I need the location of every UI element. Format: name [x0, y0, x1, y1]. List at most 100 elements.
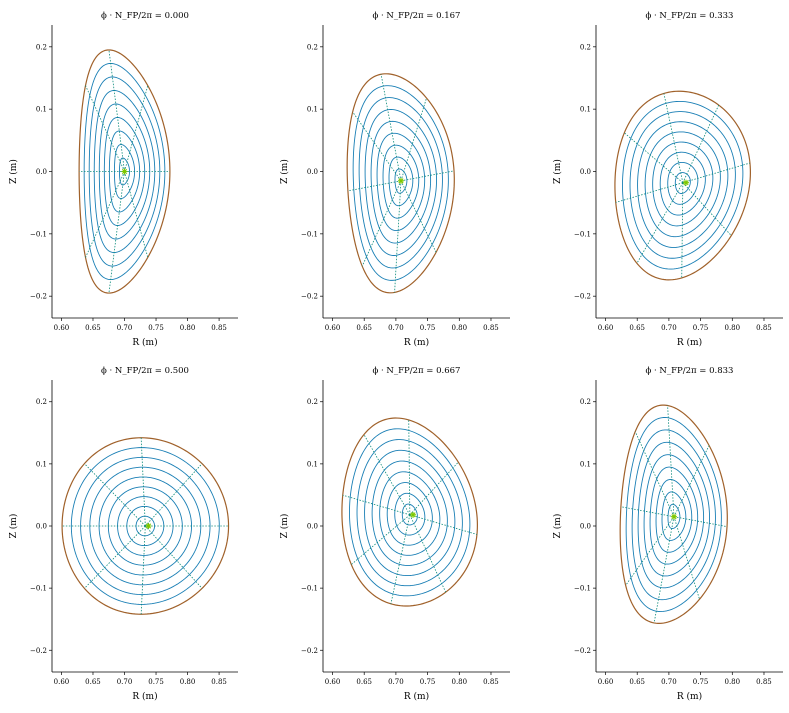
x-tick-label: 0.65 [356, 678, 372, 686]
x-tick-label: 0.80 [451, 678, 467, 686]
poloidal-line [108, 171, 125, 294]
flux-surface [352, 85, 449, 281]
x-tick-label: 0.60 [598, 678, 614, 686]
x-tick-label: 0.80 [451, 324, 467, 332]
flux-surface [659, 151, 706, 216]
poloidal-line [140, 525, 146, 615]
poloidal-line [361, 180, 402, 267]
flux-surface [70, 447, 220, 605]
boundary-curve [619, 404, 728, 624]
x-tick-label: 0.80 [180, 324, 196, 332]
poloidal-line [624, 132, 684, 184]
x-tick-label: 0.75 [420, 324, 436, 332]
poloidal-line [84, 463, 146, 527]
poloidal-line [673, 445, 710, 517]
poloidal-line [682, 182, 732, 236]
y-tick-label: 0.2 [36, 398, 47, 406]
y-tick-label: 0.1 [307, 460, 318, 468]
magnetic-axis-marker [670, 513, 677, 520]
x-tick-label: 0.75 [148, 324, 164, 332]
y-tick-label: 0.2 [580, 398, 591, 406]
flux-surface [358, 97, 443, 269]
poloidal-line [408, 419, 411, 515]
poloidal-line [620, 506, 675, 518]
magnetic-axis-marker [410, 511, 417, 518]
x-tick-label: 0.75 [693, 324, 709, 332]
magnetic-axis-marker [397, 177, 404, 184]
y-tick-label: 0.0 [580, 168, 591, 176]
flux-surface [674, 172, 691, 194]
y-tick-label: 0.1 [36, 460, 47, 468]
poloidal-line [363, 434, 411, 516]
subplot-title: ϕ · N_FP/2π = 0.500 [101, 366, 189, 376]
subplot-title: ϕ · N_FP/2π = 0.000 [101, 11, 189, 21]
poloidal-line [394, 180, 402, 293]
y-tick-label: 0.2 [307, 398, 318, 406]
x-tick-label: 0.80 [724, 678, 740, 686]
poloidal-line [615, 182, 683, 203]
x-axis-label: R (m) [677, 337, 702, 348]
flux-surface [637, 441, 710, 589]
flux-surface [80, 456, 211, 596]
poloidal-line [351, 514, 411, 565]
subplot-title: ϕ · N_FP/2π = 0.167 [373, 11, 461, 21]
poloidal-line [352, 111, 402, 182]
x-tick-label: 0.85 [483, 324, 499, 332]
x-tick-label: 0.65 [85, 324, 101, 332]
poloidal-line [84, 525, 146, 589]
flux-surface [371, 460, 448, 566]
poloidal-line [636, 182, 684, 264]
y-tick-label: 0.0 [580, 523, 591, 531]
subplot-title: ϕ · N_FP/2π = 0.667 [373, 366, 461, 376]
x-tick-label: 0.65 [85, 678, 101, 686]
magnetic-axis-marker [145, 523, 152, 529]
flux-surface [401, 503, 418, 526]
subplot-4: ϕ · N_FP/2π = 0.500 0.60 0.65 0.70 0.75 0.80 0… [8, 366, 238, 702]
subplot-title: ϕ · N_FP/2π = 0.333 [646, 11, 734, 21]
y-tick-label: 0.2 [580, 43, 591, 51]
flux-surface [364, 449, 456, 577]
flux-surface [370, 120, 432, 244]
x-tick-label: 0.85 [211, 678, 227, 686]
poloidal-line [681, 182, 684, 278]
y-tick-label: −0.1 [30, 585, 47, 593]
y-axis-label: Z (m) [552, 159, 563, 184]
x-tick-label: 0.60 [598, 324, 614, 332]
poloidal-line [400, 180, 437, 253]
x-tick-label: 0.60 [54, 678, 70, 686]
flux-surface [661, 491, 687, 541]
boundary-curve [341, 417, 479, 607]
poloidal-line [400, 97, 427, 181]
poloidal-line [625, 516, 675, 586]
y-tick-label: 0.1 [580, 460, 591, 468]
flux-surface [349, 428, 471, 597]
y-axis-label: Z (m) [8, 159, 19, 184]
x-axis-label: R (m) [404, 691, 429, 702]
poloidal-line [145, 463, 203, 527]
flux-surface [644, 131, 721, 238]
x-tick-label: 0.85 [483, 678, 499, 686]
x-tick-label: 0.70 [117, 678, 133, 686]
flux-surface [388, 156, 414, 207]
poloidal-line [667, 405, 675, 517]
boundary-curve [61, 437, 230, 615]
y-tick-label: 0.0 [36, 168, 47, 176]
flux-surface [119, 157, 130, 186]
poloidal-line [390, 514, 411, 604]
poloidal-line [380, 74, 402, 181]
flux-surface [643, 454, 705, 577]
y-tick-label: 0.0 [36, 523, 47, 531]
flux-surface [631, 429, 716, 601]
y-tick-label: −0.2 [301, 293, 318, 301]
x-tick-label: 0.65 [356, 324, 372, 332]
y-tick-label: 0.0 [307, 168, 318, 176]
flux-surface [622, 100, 744, 270]
magnetic-axis-marker [121, 168, 128, 175]
flux-surface [103, 117, 146, 226]
x-tick-label: 0.60 [325, 324, 341, 332]
y-tick-label: 0.1 [580, 106, 591, 114]
x-tick-label: 0.70 [117, 324, 133, 332]
y-axis-label: Z (m) [8, 514, 19, 539]
subplot-6: ϕ · N_FP/2π = 0.833 0.60 0.65 0.70 0.75 0.80 0… [552, 366, 783, 702]
x-tick-label: 0.70 [388, 678, 404, 686]
